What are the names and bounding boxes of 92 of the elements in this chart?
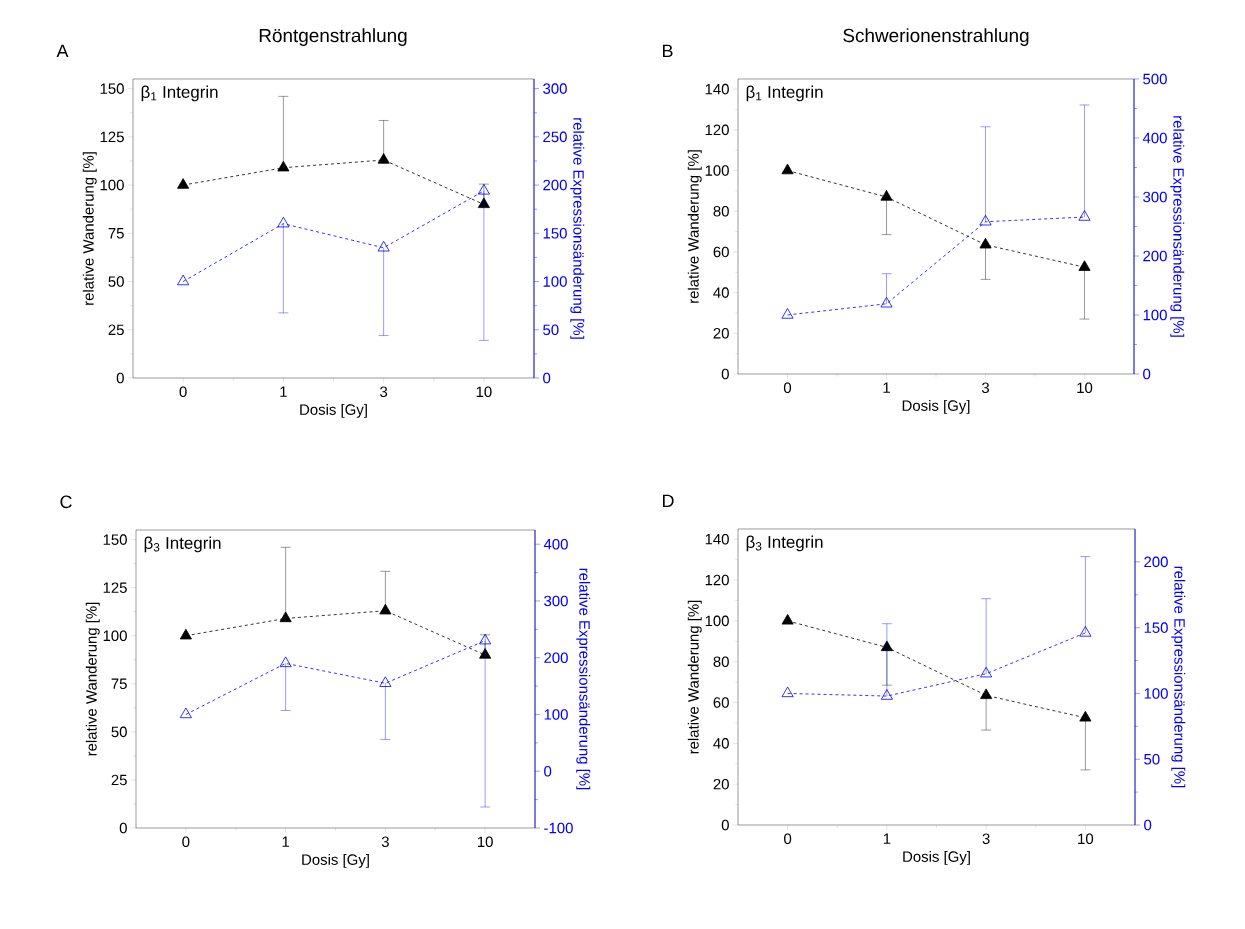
x-tick-label: 1 xyxy=(282,836,290,847)
x-tick-label: 10 xyxy=(1077,382,1093,394)
y-tick-label: 150 xyxy=(103,534,127,545)
y2-tick-label: 100 xyxy=(1144,688,1168,699)
y-tick-label: 0 xyxy=(721,368,729,380)
y-tick-label: 120 xyxy=(705,124,729,136)
x-tick-label: 1 xyxy=(883,833,891,844)
y-tick-label: 80 xyxy=(713,205,729,217)
x-tick-label: 1 xyxy=(280,386,287,397)
y-tick-label: 50 xyxy=(111,726,127,738)
y-tick-label: 120 xyxy=(705,574,729,586)
x-tick-label: 0 xyxy=(179,386,187,398)
y-tick-label: 100 xyxy=(705,615,729,627)
y-tick-label: 40 xyxy=(713,287,729,298)
y2-tick-label: 0 xyxy=(1143,368,1151,380)
y2-tick-label: 150 xyxy=(1144,622,1168,633)
y-tick-label: 0 xyxy=(119,822,127,834)
y2-tick-label: 200 xyxy=(1144,556,1168,568)
y-tick-label: 80 xyxy=(713,656,729,667)
x-tick-label: 0 xyxy=(783,382,792,394)
y-axis-title: relative Wanderung [%] xyxy=(85,602,100,756)
x-tick-label: 10 xyxy=(476,386,492,398)
y-tick-label: 75 xyxy=(108,228,124,239)
y-axis-title: relative Wanderung [%] xyxy=(687,600,702,754)
y-tick-label: 40 xyxy=(713,738,729,749)
x-tick-label: 3 xyxy=(381,836,389,848)
y2-tick-label: 400 xyxy=(543,538,568,550)
text: C xyxy=(60,495,72,509)
y2-axis-title: relative Expressionsänderung [%] xyxy=(1170,116,1185,337)
y2-tick-label: 0 xyxy=(1144,819,1152,831)
y2-tick-label: 500 xyxy=(1143,73,1167,85)
x-axis-title: Dosis [Gy] xyxy=(300,403,367,418)
y-tick-label: 20 xyxy=(713,328,729,339)
y2-tick-label: 200 xyxy=(1143,250,1167,262)
y-tick-label: 60 xyxy=(713,246,729,258)
y-tick-label: 125 xyxy=(103,582,127,593)
y2-tick-label: 0 xyxy=(543,372,551,384)
y2-tick-label: 400 xyxy=(1142,132,1167,144)
annotation: β$_{3}$ Integrin xyxy=(144,536,221,553)
y2-tick-label: 150 xyxy=(543,228,567,239)
y2-axis-title: relative Expressionsänderung [%] xyxy=(1171,566,1186,788)
y-tick-label: 25 xyxy=(108,324,124,336)
annotation: β$_{1}$ Integrin xyxy=(746,85,823,102)
x-tick-label: 3 xyxy=(982,833,990,845)
y2-axis-title: relative Expressionsänderung [%] xyxy=(576,568,591,790)
y-tick-label: 60 xyxy=(713,697,729,708)
y-tick-label: 0 xyxy=(721,819,729,831)
y2-tick-label: 300 xyxy=(543,83,567,94)
y2-tick-label: 200 xyxy=(544,652,568,663)
y2-tick-label: 200 xyxy=(543,179,567,191)
y2-tick-label: 250 xyxy=(543,131,567,143)
x-tick-label: 3 xyxy=(380,386,388,398)
y-tick-label: 150 xyxy=(100,83,124,94)
y2-tick-label: 100 xyxy=(543,276,567,287)
y2-tick-label: -100 xyxy=(544,822,573,834)
x-tick-label: 0 xyxy=(784,833,792,845)
y2-tick-label: 50 xyxy=(1144,753,1160,765)
x-tick-label: 10 xyxy=(477,836,493,848)
y2-tick-label: 50 xyxy=(543,324,559,336)
y2-tick-label: 0 xyxy=(544,765,552,777)
chart-title: Röntgenstrahlung xyxy=(259,28,407,46)
y-axis-title: relative Wanderung [%] xyxy=(82,152,97,305)
y-tick-label: 50 xyxy=(108,276,124,287)
y-tick-label: 0 xyxy=(116,372,124,384)
y2-tick-label: 100 xyxy=(1143,309,1167,321)
y2-axis-title: relative Expressionsänderung [%] xyxy=(570,118,585,339)
y-tick-label: 100 xyxy=(705,165,729,176)
x-tick-label: 1 xyxy=(883,382,890,393)
y-tick-label: 75 xyxy=(111,678,127,690)
x-tick-label: 0 xyxy=(182,836,190,848)
y-axis-title: relative Wanderung [%] xyxy=(687,150,702,303)
annotation: β$_{1}$ Integrin xyxy=(141,85,218,102)
x-axis-title: Dosis [Gy] xyxy=(902,399,970,414)
y-tick-label: 125 xyxy=(100,131,124,143)
chart-title: Schwerionenstrahlung xyxy=(843,28,1029,46)
y-tick-label: 25 xyxy=(111,774,127,786)
y-tick-label: 100 xyxy=(100,179,124,191)
text: B xyxy=(663,44,673,57)
y2-tick-label: 300 xyxy=(544,595,568,607)
y-tick-label: 140 xyxy=(705,533,729,545)
x-tick-label: 3 xyxy=(981,382,990,394)
x-axis-title: Dosis [Gy] xyxy=(302,853,369,868)
y-tick-label: 20 xyxy=(713,778,729,790)
x-axis-title: Dosis [Gy] xyxy=(903,850,970,865)
y2-tick-label: 100 xyxy=(544,709,568,720)
text: A xyxy=(56,44,69,57)
y-tick-label: 140 xyxy=(705,83,729,95)
y2-tick-label: 300 xyxy=(1143,191,1167,203)
y-tick-label: 100 xyxy=(103,630,127,642)
annotation: β$_{3}$ Integrin xyxy=(746,535,823,552)
text: D xyxy=(663,494,674,507)
x-tick-label: 10 xyxy=(1078,833,1094,845)
